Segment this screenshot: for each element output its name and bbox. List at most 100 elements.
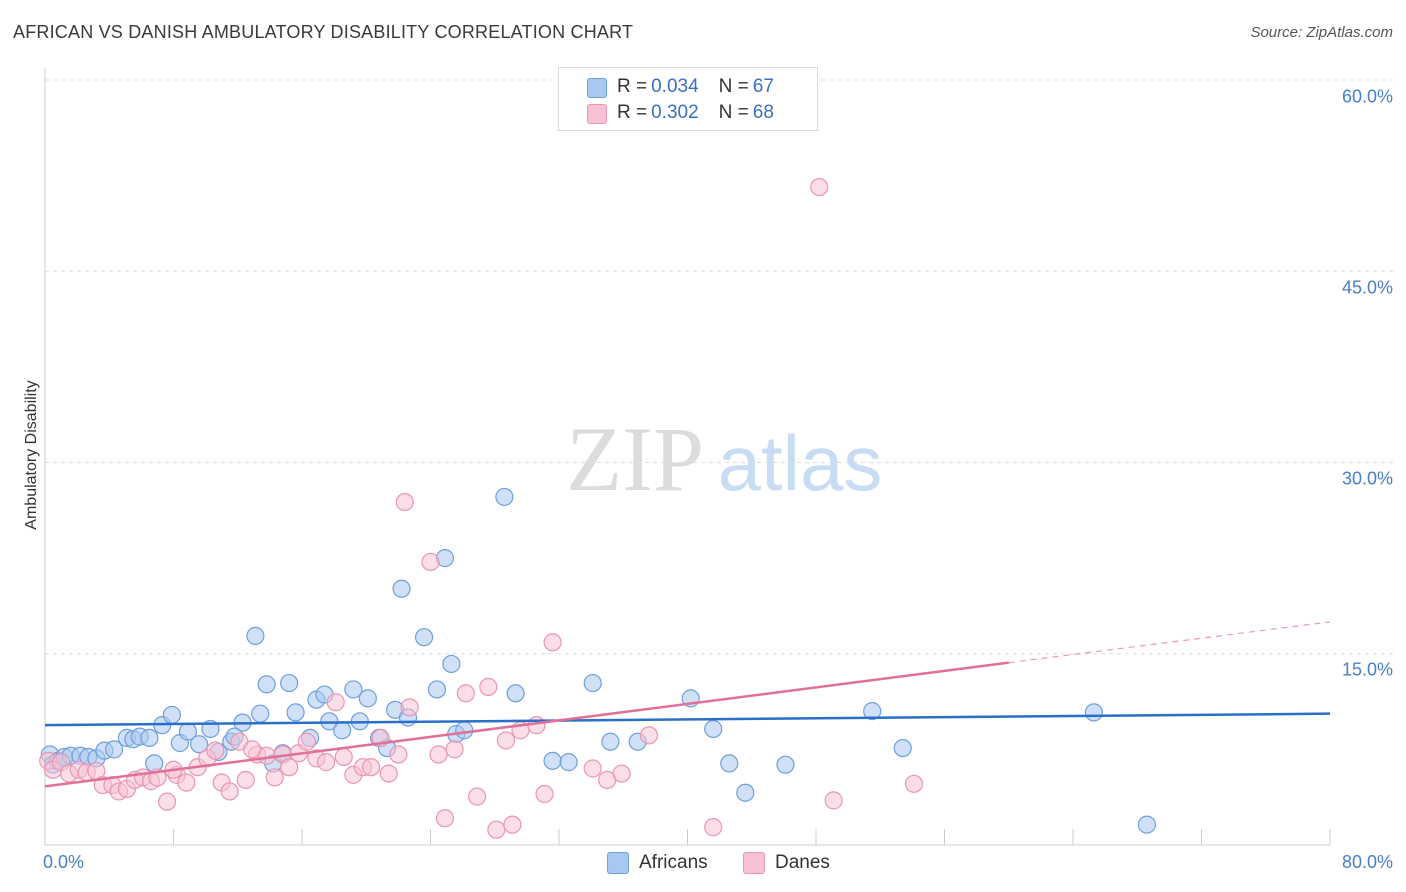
africans-point — [442, 654, 461, 674]
africans-point — [506, 684, 525, 703]
danes-point — [334, 747, 353, 767]
legend-row-africans: R = 0.034 N = 67 — [617, 75, 774, 99]
danes-point — [206, 741, 225, 760]
y-tick-15: 15.0% — [1341, 659, 1393, 680]
watermark-zip: ZIP — [566, 408, 704, 510]
africans-point — [344, 680, 363, 699]
axes — [44, 68, 1331, 846]
danes-point — [361, 758, 381, 777]
legend-stats: R = 0.034 N = 67 R = 0.302 N = 68 — [558, 67, 818, 131]
danes-point — [326, 693, 345, 712]
danes-point — [265, 768, 284, 787]
trend-line-danes-extension — [1008, 621, 1331, 664]
danes-point — [479, 677, 498, 697]
danes-point — [421, 552, 440, 572]
trend-line-africans — [44, 712, 1331, 727]
africans-point — [427, 680, 447, 699]
africans-point — [863, 702, 882, 721]
africans-point — [704, 719, 723, 739]
danes-point — [445, 740, 464, 759]
africans-point — [246, 626, 265, 646]
africans-point — [251, 704, 270, 723]
legend-bottom-label-africans: Africans — [639, 852, 708, 873]
legend-bottom-label-danes: Danes — [775, 852, 830, 873]
grid-lines — [45, 79, 1393, 655]
legend-r-label: R = — [617, 76, 648, 97]
legend-n-label: N = — [718, 76, 749, 97]
legend-swatch-danes — [587, 104, 607, 124]
legend-row-danes: R = 0.302 N = 68 — [617, 101, 774, 125]
danes-point — [316, 753, 336, 772]
africans-point — [1137, 815, 1156, 834]
danes-point — [157, 792, 177, 811]
africans-point — [455, 721, 474, 740]
africans-point — [736, 783, 755, 802]
africans-point — [495, 487, 514, 507]
danes-point — [379, 764, 398, 783]
africans-point — [358, 689, 377, 708]
legend-n-label: N = — [718, 102, 749, 123]
x-tick-80: 80.0% — [1341, 852, 1393, 872]
y-tick-60: 60.0% — [1341, 86, 1393, 107]
danes-point — [297, 732, 316, 751]
danes-point — [435, 809, 455, 828]
y-tick-45: 45.0% — [1341, 277, 1393, 298]
danes-point — [236, 770, 255, 790]
legend-r-value: 0.034 — [651, 76, 699, 97]
africans-point — [893, 738, 912, 758]
danes-point — [177, 773, 196, 792]
danes-point — [400, 698, 419, 717]
trend-line-danes — [44, 661, 1009, 788]
legend-r-label: R = — [617, 102, 648, 123]
y-tick-30: 30.0% — [1341, 468, 1393, 489]
africans-point — [601, 732, 620, 751]
danes-point — [612, 764, 631, 783]
danes-point — [243, 740, 262, 759]
danes-point — [496, 731, 516, 750]
africans-point — [257, 675, 276, 694]
legend-bottom-africans: Africans — [607, 850, 708, 876]
danes-point — [543, 633, 562, 652]
danes-point — [220, 782, 239, 801]
danes-point — [467, 787, 487, 806]
danes-point — [395, 492, 414, 512]
watermark: ZIP atlas — [566, 408, 882, 510]
danes-point — [503, 815, 522, 834]
legend-n-value: 68 — [752, 102, 774, 123]
africans-point — [414, 628, 434, 647]
africans-point — [583, 673, 602, 693]
legend-swatch-africans — [587, 78, 607, 98]
legend-bottom-swatch-danes — [743, 852, 765, 874]
danes-point — [824, 791, 843, 810]
legend-r-value: 0.302 — [651, 102, 699, 123]
chart-title: AFRICAN VS DANISH AMBULATORY DISABILITY … — [13, 22, 634, 42]
source-label: Source: ZipAtlas.com — [1250, 24, 1393, 41]
y-axis-label: Ambulatory Disability — [23, 380, 40, 530]
x-tick-0: 0.0% — [43, 852, 85, 872]
danes-point — [280, 758, 299, 777]
africans-point — [392, 579, 411, 598]
danes-point — [456, 684, 475, 703]
africans-point — [190, 735, 209, 754]
watermark-atlas: atlas — [718, 419, 883, 507]
legend-bottom-swatch-africans — [607, 852, 629, 874]
danes-point — [904, 774, 924, 793]
africans-point — [286, 703, 305, 722]
africans-point — [280, 673, 299, 693]
africans-point — [104, 740, 124, 759]
danes-point — [639, 726, 659, 745]
africans-point — [140, 728, 159, 748]
danes-point — [810, 178, 829, 197]
africans-point — [333, 721, 352, 740]
africans-point — [543, 751, 562, 770]
danes-point — [704, 818, 723, 837]
danes-point — [535, 784, 554, 804]
danes-point — [487, 820, 506, 839]
africans-point — [559, 753, 578, 772]
legend-bottom-danes: Danes — [743, 850, 830, 876]
danes-point — [429, 745, 448, 764]
legend-n-value: 67 — [752, 76, 774, 97]
africans-point — [1084, 703, 1103, 722]
africans-point — [776, 755, 795, 774]
